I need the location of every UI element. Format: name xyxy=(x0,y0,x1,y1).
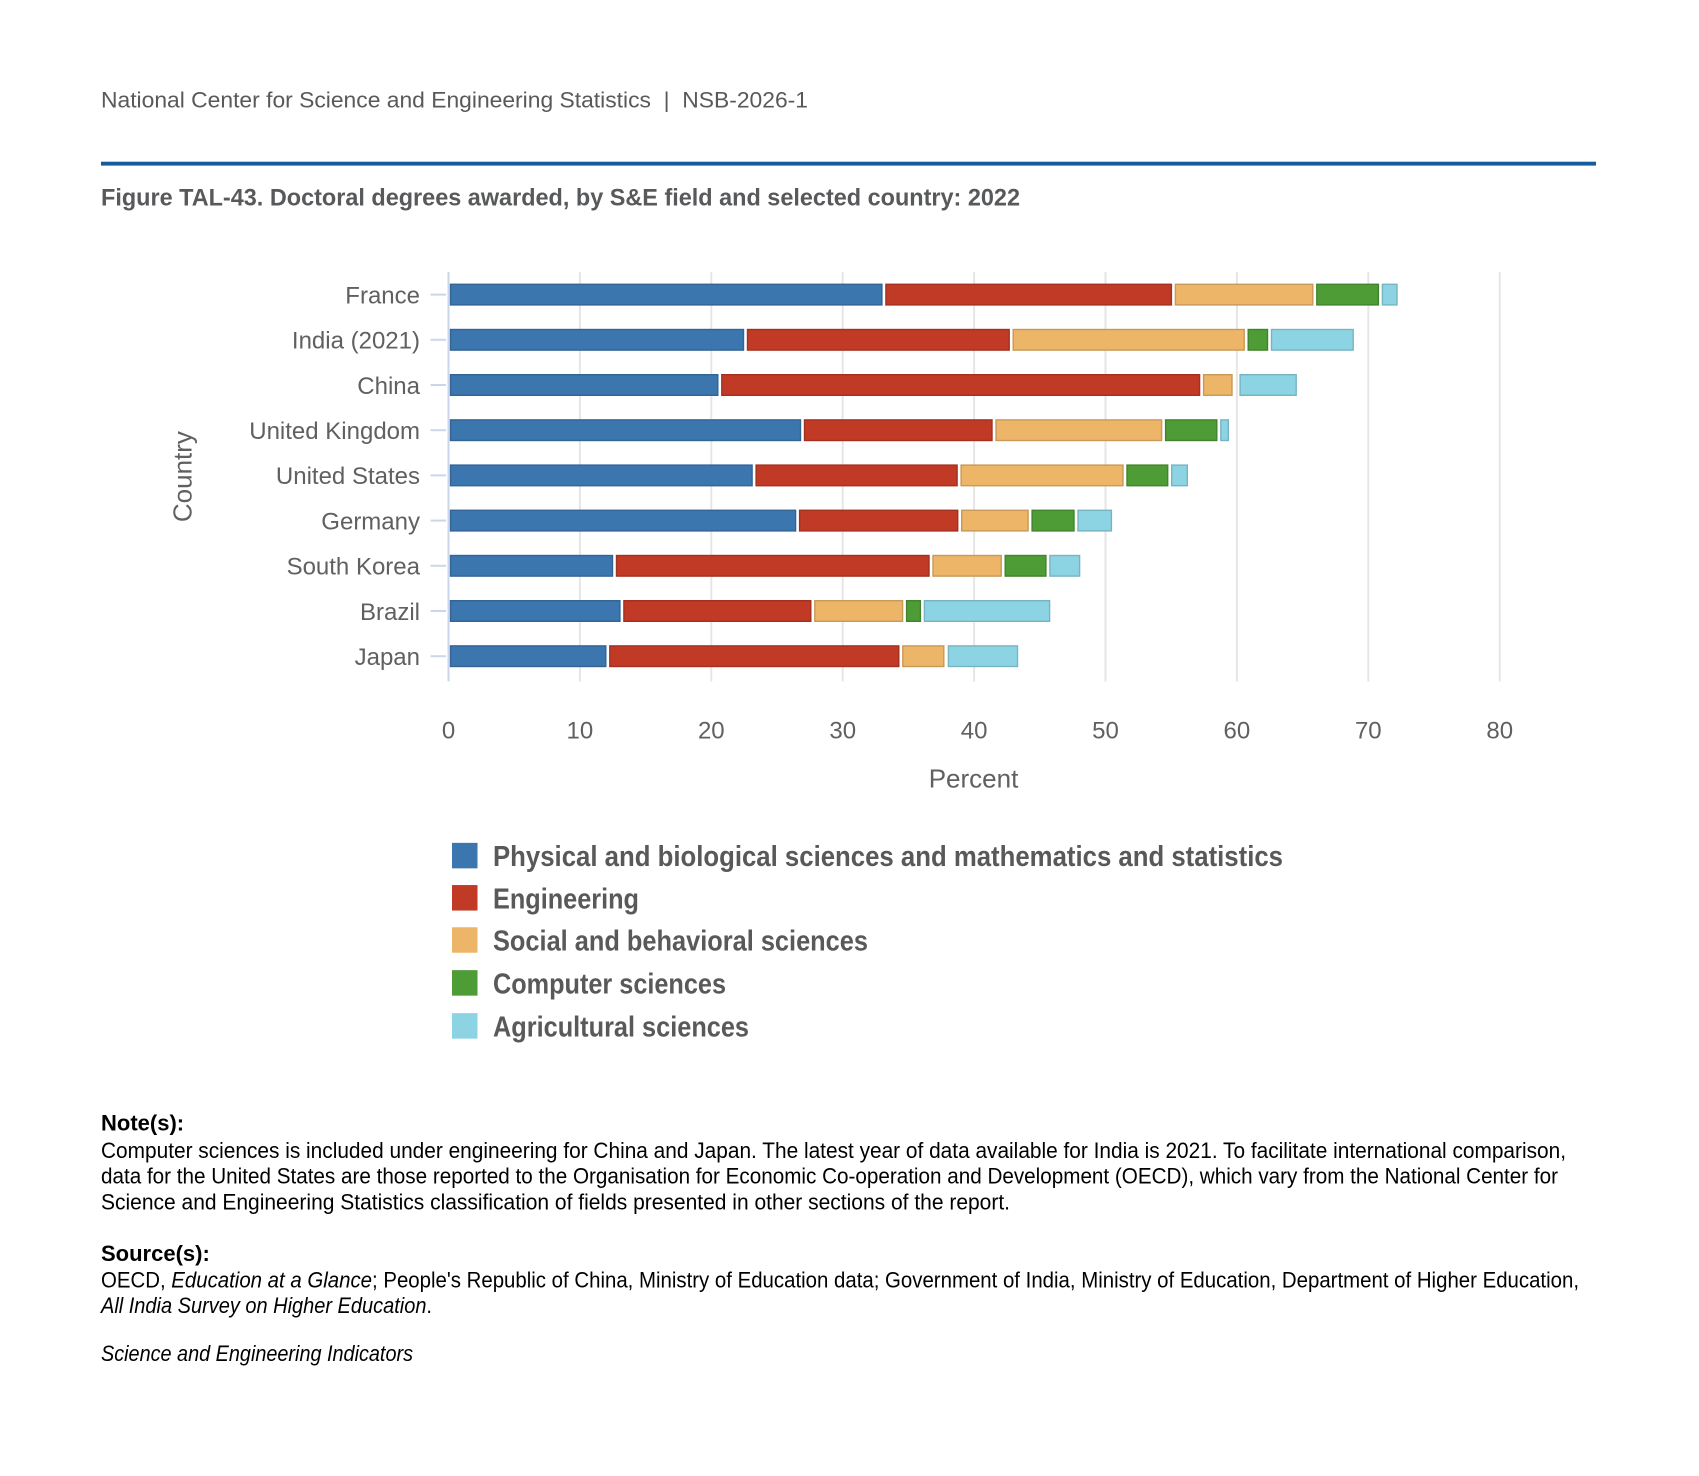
svg-text:70: 70 xyxy=(1355,717,1382,744)
svg-text:80: 80 xyxy=(1486,717,1513,744)
svg-text:India (2021): India (2021) xyxy=(292,328,420,355)
svg-text:30: 30 xyxy=(829,717,856,744)
svg-text:Computer sciences is included: Computer sciences is included under engi… xyxy=(101,1138,1566,1163)
svg-text:United Kingdom: United Kingdom xyxy=(249,418,420,445)
svg-text:South Korea: South Korea xyxy=(287,554,421,581)
svg-text:All India Survey on Higher Edu: All India Survey on Higher Education. xyxy=(99,1293,432,1318)
svg-text:Country: Country xyxy=(168,431,198,522)
svg-text:Brazil: Brazil xyxy=(360,599,420,626)
svg-text:National Center for Science an: National Center for Science and Engineer… xyxy=(101,87,808,112)
svg-text:Percent: Percent xyxy=(929,764,1019,794)
svg-text:Note(s):: Note(s): xyxy=(101,1111,184,1136)
svg-text:Computer sciences: Computer sciences xyxy=(493,969,726,1001)
svg-text:data for the United States are: data for the United States are those rep… xyxy=(101,1164,1558,1189)
svg-text:20: 20 xyxy=(698,717,725,744)
svg-text:Engineering: Engineering xyxy=(493,883,639,915)
svg-text:United States: United States xyxy=(276,463,420,490)
svg-text:Physical and biological scienc: Physical and biological sciences and mat… xyxy=(493,841,1283,873)
svg-text:Japan: Japan xyxy=(355,644,420,671)
svg-text:Science and Engineering Indica: Science and Engineering Indicators xyxy=(101,1341,413,1366)
svg-text:60: 60 xyxy=(1224,717,1251,744)
svg-text:Agricultural sciences: Agricultural sciences xyxy=(493,1012,749,1044)
svg-text:Source(s):: Source(s): xyxy=(101,1241,210,1266)
svg-text:40: 40 xyxy=(961,717,988,744)
svg-text:Social and behavioral sciences: Social and behavioral sciences xyxy=(493,926,868,958)
svg-text:Germany: Germany xyxy=(321,508,420,535)
svg-text:Science and Engineering Statis: Science and Engineering Statistics class… xyxy=(101,1190,1010,1215)
svg-text:France: France xyxy=(345,282,420,309)
svg-text:10: 10 xyxy=(567,717,594,744)
svg-text:OECD, Education at a Glance; P: OECD, Education at a Glance; People's Re… xyxy=(101,1267,1579,1292)
svg-text:0: 0 xyxy=(442,717,455,744)
svg-text:China: China xyxy=(357,373,420,400)
svg-text:Figure TAL-43. Doctoral degree: Figure TAL-43. Doctoral degrees awarded,… xyxy=(101,185,1020,212)
svg-text:50: 50 xyxy=(1092,717,1119,744)
